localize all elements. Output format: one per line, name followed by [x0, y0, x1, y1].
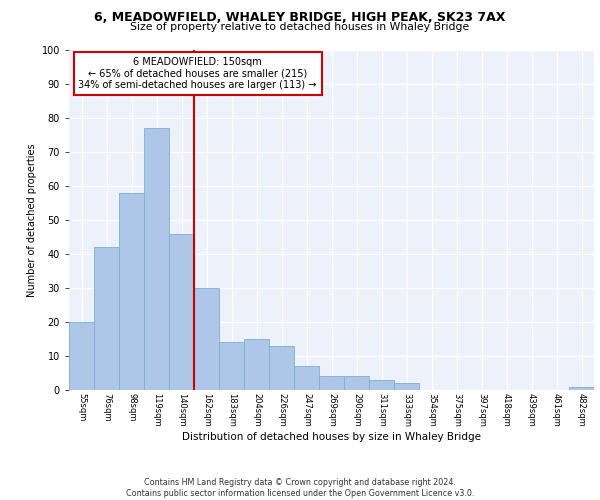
Bar — [169, 234, 194, 390]
Bar — [244, 339, 269, 390]
Bar — [119, 193, 144, 390]
Bar — [369, 380, 394, 390]
Bar — [569, 386, 594, 390]
Bar — [194, 288, 219, 390]
Bar — [219, 342, 244, 390]
Bar — [69, 322, 94, 390]
Bar — [144, 128, 169, 390]
X-axis label: Distribution of detached houses by size in Whaley Bridge: Distribution of detached houses by size … — [182, 432, 481, 442]
Text: Size of property relative to detached houses in Whaley Bridge: Size of property relative to detached ho… — [130, 22, 470, 32]
Bar — [294, 366, 319, 390]
Bar — [394, 383, 419, 390]
Y-axis label: Number of detached properties: Number of detached properties — [28, 143, 37, 297]
Bar — [269, 346, 294, 390]
Text: 6 MEADOWFIELD: 150sqm
← 65% of detached houses are smaller (215)
34% of semi-det: 6 MEADOWFIELD: 150sqm ← 65% of detached … — [79, 57, 317, 90]
Text: 6, MEADOWFIELD, WHALEY BRIDGE, HIGH PEAK, SK23 7AX: 6, MEADOWFIELD, WHALEY BRIDGE, HIGH PEAK… — [94, 11, 506, 24]
Bar — [94, 247, 119, 390]
Text: Contains HM Land Registry data © Crown copyright and database right 2024.
Contai: Contains HM Land Registry data © Crown c… — [126, 478, 474, 498]
Bar — [344, 376, 369, 390]
Bar — [319, 376, 344, 390]
